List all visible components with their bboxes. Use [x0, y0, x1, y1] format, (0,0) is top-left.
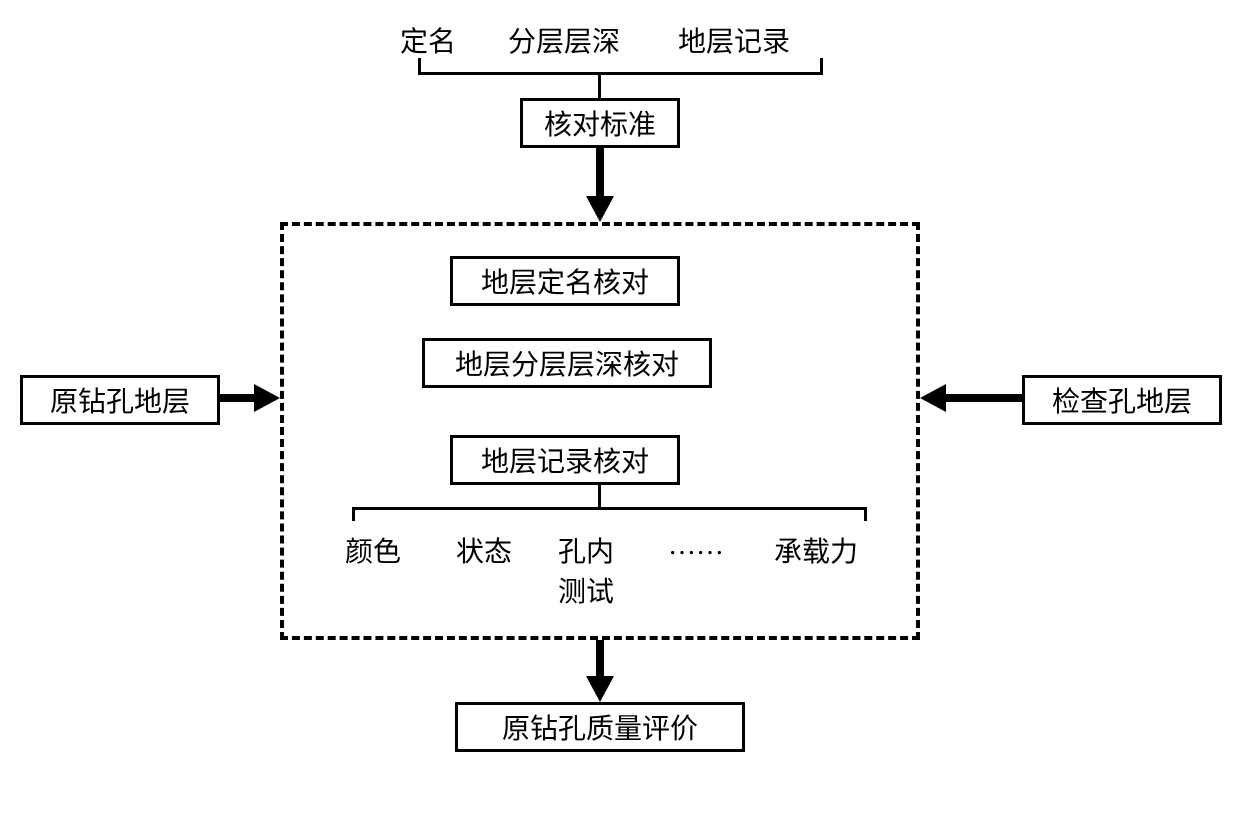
- depth-check-label: 地层分层层深核对: [455, 343, 679, 383]
- naming-check-label: 地层定名核对: [481, 261, 649, 301]
- item-color: 颜色: [345, 530, 401, 570]
- standard-box-label: 核对标准: [544, 103, 656, 143]
- left-side-label: 原钻孔地层: [50, 380, 190, 420]
- item-state: 状态: [456, 530, 512, 570]
- record-check-box: 地层记录核对: [450, 435, 680, 485]
- top-label-naming: 定名: [400, 20, 456, 60]
- item-bearing: 承载力: [774, 530, 858, 570]
- top-label-record: 地层记录: [678, 20, 790, 60]
- bottom-box-label: 原钻孔质量评价: [502, 707, 698, 747]
- bottom-box: 原钻孔质量评价: [455, 702, 745, 752]
- item-test: 孔内 测试: [558, 530, 614, 610]
- top-label-depth: 分层层深: [508, 20, 620, 60]
- item-test-l2: 测试: [558, 570, 614, 610]
- left-side-box: 原钻孔地层: [20, 375, 220, 425]
- right-side-label: 检查孔地层: [1052, 380, 1192, 420]
- item-dots: ……: [668, 530, 724, 562]
- standard-box: 核对标准: [520, 98, 680, 148]
- record-check-label: 地层记录核对: [481, 440, 649, 480]
- item-test-l1: 孔内: [558, 530, 614, 570]
- depth-check-box: 地层分层层深核对: [422, 338, 712, 388]
- right-side-box: 检查孔地层: [1022, 375, 1222, 425]
- naming-check-box: 地层定名核对: [450, 256, 680, 306]
